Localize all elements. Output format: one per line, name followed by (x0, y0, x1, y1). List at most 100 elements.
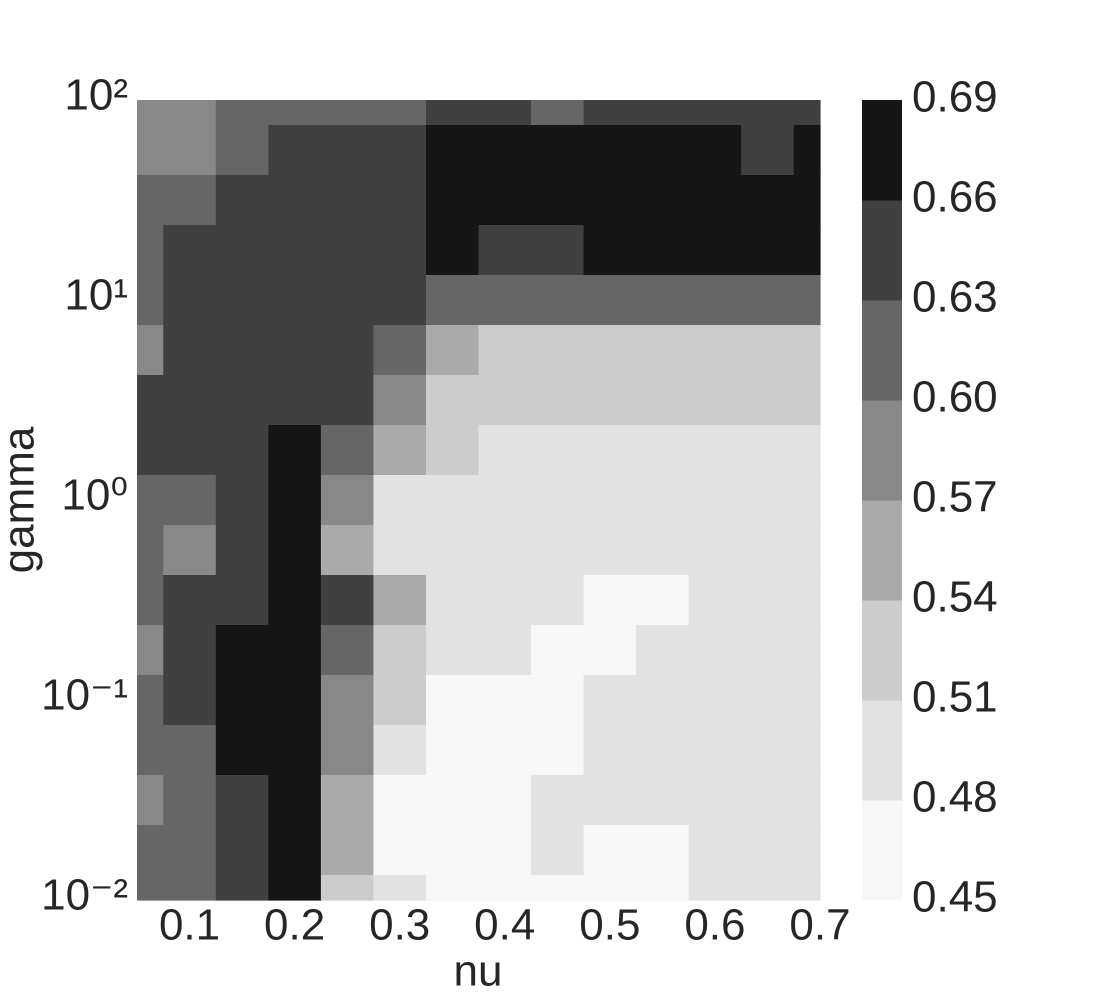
contour-cell (163, 325, 217, 376)
contour-cell (583, 625, 637, 676)
contour-cell (137, 825, 164, 876)
contour-cell (583, 725, 637, 776)
contour-cell (688, 725, 742, 776)
contour-cell (268, 275, 322, 326)
contour-cell (320, 425, 375, 476)
contour-cell (688, 525, 742, 576)
y-tick-label: 10¹ (64, 271, 128, 320)
contour-cell (425, 475, 480, 526)
contour-cell (268, 875, 322, 901)
contour-cell (741, 325, 795, 376)
contour-cell (268, 525, 322, 576)
contour-cell (425, 375, 480, 426)
contour-cell (215, 100, 269, 126)
contour-cell (583, 100, 637, 126)
contour-cell (137, 575, 164, 626)
contour-cell (425, 775, 480, 826)
x-axis-label: nu (454, 947, 503, 996)
contour-cell (531, 125, 585, 176)
contour-cell (320, 475, 375, 526)
contour-cell (478, 525, 532, 576)
contour-cell (478, 325, 532, 376)
contour-cell (137, 175, 164, 226)
contour-cell (636, 375, 690, 426)
contour-cell (688, 425, 742, 476)
contour-cell (478, 725, 532, 776)
contour-cell (163, 675, 217, 726)
contour-cell (478, 875, 532, 901)
contour-cell (741, 125, 795, 176)
contour-cell (320, 175, 375, 226)
contour-cell (531, 325, 585, 376)
contour-cell (583, 525, 637, 576)
contour-cell (268, 425, 322, 476)
contour-cell (531, 825, 585, 876)
contour-cell (215, 225, 269, 276)
contour-cell (741, 575, 795, 626)
contour-cell (215, 525, 269, 576)
contour-cell (215, 475, 269, 526)
contour-cell (583, 275, 637, 326)
contour-cell (793, 475, 821, 526)
contour-cell (793, 825, 821, 876)
contour-cell (425, 275, 480, 326)
contour-cell (268, 675, 322, 726)
contour-cell (793, 325, 821, 376)
contour-cell (373, 175, 427, 226)
contour-cell (478, 475, 532, 526)
contour-cell (163, 625, 217, 676)
colorbar-tick-label: 0.60 (912, 373, 998, 422)
contour-cell (531, 575, 585, 626)
contour-cell (688, 775, 742, 826)
colorbar-band (862, 200, 902, 301)
contour-cell (583, 375, 637, 426)
contour-cell (425, 425, 480, 476)
x-tick-label: 0.3 (369, 901, 430, 950)
contour-cell (741, 675, 795, 726)
colorbar-band (862, 300, 902, 401)
contour-cell (793, 225, 821, 276)
contour-cell (583, 875, 637, 901)
contour-cell (163, 175, 217, 226)
contour-cell (741, 275, 795, 326)
contour-cell (478, 675, 532, 726)
contour-cell (583, 425, 637, 476)
contour-cell (163, 225, 217, 276)
y-tick-label: 10⁻² (41, 871, 128, 920)
contour-cell (636, 675, 690, 726)
y-tick-label: 10² (64, 71, 128, 120)
contour-cell (531, 725, 585, 776)
contour-cell (793, 775, 821, 826)
contour-cell (373, 425, 427, 476)
contour-cell (320, 575, 375, 626)
contour-cell (163, 425, 217, 476)
y-tick-label: 10⁰ (61, 471, 128, 520)
contour-cell (163, 100, 217, 126)
colorbar-band (862, 600, 902, 701)
contour-cell (215, 275, 269, 326)
contour-cell (268, 575, 322, 626)
contour-cell (425, 875, 480, 901)
contour-cell (373, 525, 427, 576)
contour-cell (137, 625, 164, 676)
contour-cell (531, 525, 585, 576)
contour-cell (425, 525, 480, 576)
colorbar-band (862, 700, 902, 801)
contour-cell (531, 175, 585, 226)
contour-cell (215, 375, 269, 426)
contour-cell (268, 100, 322, 126)
contour-cell (793, 575, 821, 626)
contour-cell (688, 125, 742, 176)
contour-cell (268, 325, 322, 376)
colorbar-tick-label: 0.45 (912, 873, 998, 922)
contour-cell (793, 375, 821, 426)
contour-cell (320, 275, 375, 326)
contour-cell (268, 775, 322, 826)
contour-cell (268, 475, 322, 526)
contour-cell (137, 325, 164, 376)
contour-cell (163, 525, 217, 576)
contour-cell (425, 825, 480, 876)
contour-cell (320, 100, 375, 126)
contour-cell (531, 775, 585, 826)
contour-cell (320, 825, 375, 876)
